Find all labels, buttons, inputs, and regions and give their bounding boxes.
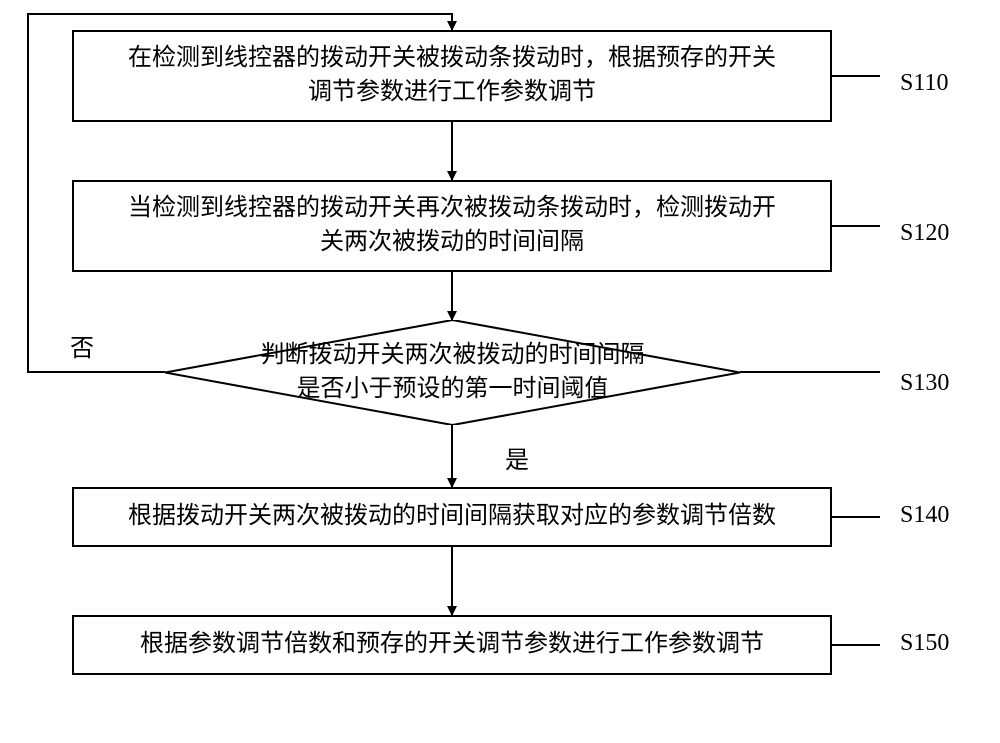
step-label-s140: S140 xyxy=(900,502,949,529)
flow-step-s110: 在检测到线控器的拨动开关被拨动条拨动时，根据预存的开关调节参数进行工作参数调节 xyxy=(72,30,832,122)
step-label-s130: S130 xyxy=(900,370,949,397)
edge-label: 否 xyxy=(70,328,94,363)
flow-step-s140: 根据拨动开关两次被拨动的时间间隔获取对应的参数调节倍数 xyxy=(72,487,832,547)
flow-step-text: 根据参数调节倍数和预存的开关调节参数进行工作参数调节 xyxy=(140,628,764,662)
flowchart-canvas: 是 否 在检测到线控器的拨动开关被拨动条拨动时，根据预存的开关调节参数进行工作参数调… xyxy=(0,0,1000,743)
step-label-s110: S110 xyxy=(900,70,948,97)
flow-step-s150: 根据参数调节倍数和预存的开关调节参数进行工作参数调节 xyxy=(72,615,832,675)
step-label-s120: S120 xyxy=(900,220,949,247)
edge-label: 是 xyxy=(505,440,529,475)
flow-step-text: 根据拨动开关两次被拨动的时间间隔获取对应的参数调节倍数 xyxy=(128,500,776,534)
flow-decision-s130: 判断拨动开关两次被拨动的时间间隔是否小于预设的第一时间阈值 xyxy=(165,320,740,425)
flow-decision-text: 判断拨动开关两次被拨动的时间间隔是否小于预设的第一时间阈值 xyxy=(261,339,645,406)
flow-step-text: 当检测到线控器的拨动开关再次被拨动条拨动时，检测拨动开关两次被拨动的时间间隔 xyxy=(128,192,776,259)
step-label-s150: S150 xyxy=(900,630,949,657)
flow-step-text: 在检测到线控器的拨动开关被拨动条拨动时，根据预存的开关调节参数进行工作参数调节 xyxy=(128,42,776,109)
flow-step-s120: 当检测到线控器的拨动开关再次被拨动条拨动时，检测拨动开关两次被拨动的时间间隔 xyxy=(72,180,832,272)
